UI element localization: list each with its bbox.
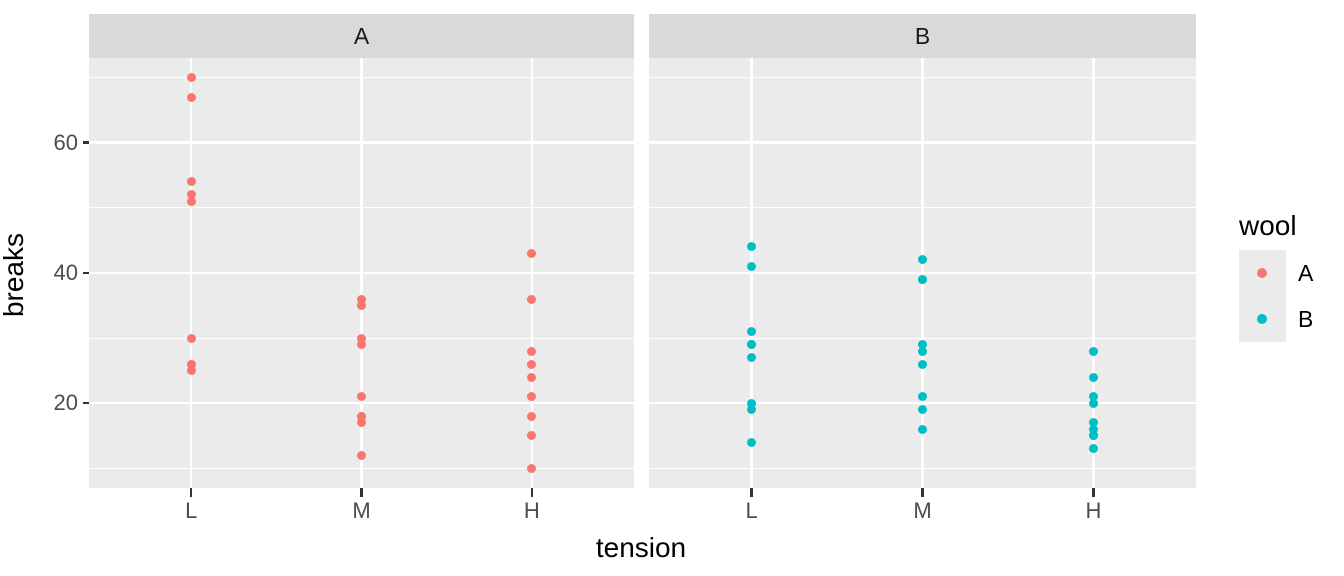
x-tick-mark: [921, 488, 924, 497]
x-tick-label: M: [352, 498, 371, 523]
x-tick-label: H: [523, 498, 540, 523]
legend-dot: [1257, 268, 1267, 278]
legend-dot: [1257, 314, 1267, 324]
data-point: [527, 392, 537, 402]
x-axis-title: tension: [595, 532, 687, 563]
data-point: [1088, 424, 1098, 434]
x-tick-label: L: [745, 498, 758, 523]
data-point: [527, 294, 537, 304]
data-point: [527, 372, 537, 382]
x-tick-mark: [189, 488, 193, 497]
data-point: [357, 333, 366, 343]
data-point: [357, 301, 366, 311]
data-point: [527, 248, 537, 258]
data-point: [527, 431, 537, 441]
data-point: [918, 405, 927, 415]
data-point: [918, 392, 927, 402]
x-tick-mark: [1092, 488, 1095, 497]
legend-label: B: [1298, 306, 1314, 332]
data-point: [357, 340, 366, 350]
y-tick-mark: [83, 141, 89, 144]
data-point: [527, 346, 537, 356]
data-point: [747, 353, 757, 363]
data-point: [186, 92, 196, 102]
data-point: [527, 359, 537, 369]
data-point: [747, 242, 757, 252]
y-tick-label: 20: [53, 390, 78, 416]
data-point: [747, 261, 757, 271]
gridline-major-v: [189, 58, 193, 488]
data-point: [357, 392, 366, 402]
x-tick-mark: [530, 488, 533, 497]
data-point: [747, 437, 757, 447]
data-point: [918, 275, 927, 284]
data-point: [527, 411, 537, 421]
data-point: [1088, 398, 1098, 408]
y-axis-title: breaks: [0, 232, 29, 318]
data-point: [747, 398, 757, 408]
data-point: [1088, 431, 1098, 441]
gridline-major-v: [750, 58, 753, 488]
data-point: [186, 333, 196, 343]
data-point: [527, 463, 537, 473]
data-point: [747, 327, 757, 337]
y-tick-label: 60: [53, 129, 78, 155]
data-point: [918, 359, 927, 369]
data-point: [918, 424, 927, 434]
legend-title: wool: [1239, 210, 1297, 241]
data-point: [918, 255, 927, 265]
data-point: [747, 340, 757, 350]
data-point: [1088, 392, 1098, 402]
data-point: [918, 340, 927, 350]
data-point: [357, 411, 366, 421]
data-point: [747, 405, 757, 415]
data-point: [357, 450, 366, 460]
x-tick-label: H: [1085, 498, 1102, 523]
data-point: [186, 177, 196, 187]
data-point: [1088, 418, 1098, 428]
y-tick-mark: [83, 402, 89, 405]
data-point: [357, 294, 366, 304]
facet-strip: A: [89, 14, 634, 58]
data-point: [186, 73, 196, 83]
x-tick-mark: [360, 488, 363, 497]
gridline-major-v: [530, 58, 533, 488]
data-point: [186, 196, 196, 206]
y-tick-label: 40: [53, 260, 78, 285]
facet-strip: B: [649, 14, 1196, 58]
data-point: [1088, 444, 1098, 454]
gridline-major-v: [360, 58, 363, 488]
data-point: [357, 418, 366, 428]
legend-label: A: [1298, 260, 1314, 286]
x-tick-label: M: [913, 498, 932, 523]
gridline-major-v: [1092, 58, 1095, 488]
x-tick-mark: [750, 488, 753, 497]
x-tick-label: L: [185, 498, 198, 523]
data-point: [186, 366, 196, 376]
data-point: [918, 346, 927, 356]
data-point: [186, 190, 196, 200]
gridline-major-v: [921, 58, 924, 488]
data-point: [1088, 372, 1098, 382]
data-point: [186, 359, 196, 369]
facet-panel: [649, 58, 1196, 488]
data-point: [1088, 346, 1098, 356]
y-tick-mark: [83, 271, 89, 275]
